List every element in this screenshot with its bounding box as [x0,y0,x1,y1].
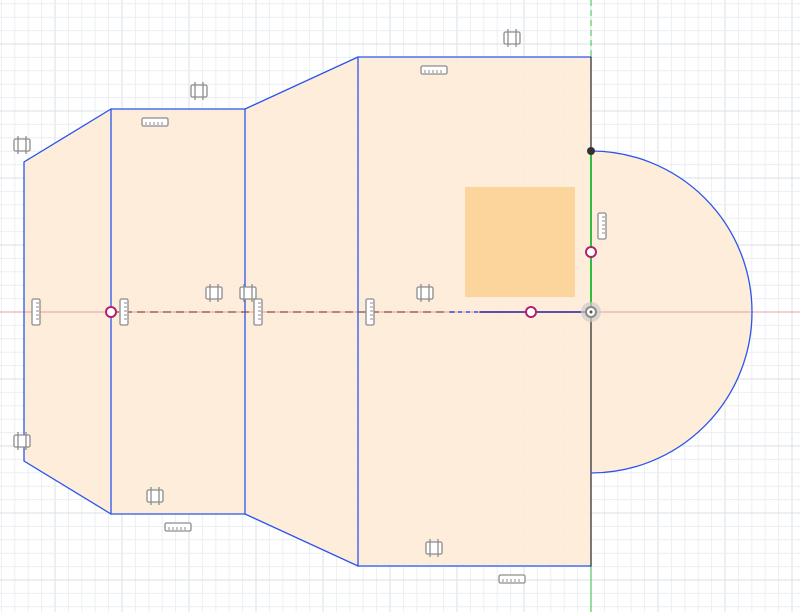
constraint-points [105,147,601,322]
vertical-constraint-icon[interactable] [31,298,41,326]
vertical-constraint-icon[interactable] [253,298,263,326]
coincident-point-icon[interactable] [525,306,537,318]
vertical-constraint-icon[interactable] [119,298,129,326]
coincident-point-icon[interactable] [585,246,597,258]
parallel-constraint-icon[interactable] [146,486,164,506]
horizontal-constraint-icon[interactable] [498,574,526,584]
left-outline[interactable] [23,108,112,515]
coincident-point-icon[interactable] [105,306,117,318]
line-slant-bottom[interactable] [244,513,359,567]
vertical-constraint-icon[interactable] [597,212,607,240]
parallel-constraint-icon[interactable] [416,283,434,303]
vertical-constraint-icon[interactable] [365,298,375,326]
parallel-constraint-icon[interactable] [503,28,521,48]
sketch-lines [23,56,753,567]
parallel-constraint-icon[interactable] [190,81,208,101]
parallel-constraint-icon[interactable] [13,135,31,155]
profile-selected-square[interactable] [465,187,575,297]
parallel-constraint-icon[interactable] [13,431,31,451]
endpoint-icon[interactable] [587,147,595,155]
horizontal-constraint-icon[interactable] [141,117,169,127]
line-slant-top[interactable] [244,56,359,110]
arc-semicircle[interactable] [590,150,753,474]
horizontal-constraint-icon[interactable] [420,65,448,75]
origin-point-dot [589,310,593,314]
horizontal-constraint-icon[interactable] [164,522,192,532]
parallel-constraint-icon[interactable] [425,538,443,558]
parallel-constraint-icon[interactable] [205,283,223,303]
